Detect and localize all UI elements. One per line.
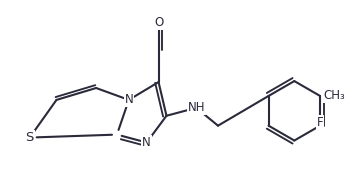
- Text: F: F: [317, 116, 324, 129]
- Text: CH₃: CH₃: [323, 90, 345, 102]
- Text: N: N: [125, 93, 133, 106]
- Text: O: O: [154, 16, 163, 29]
- Text: N: N: [142, 136, 151, 149]
- Text: S: S: [25, 131, 34, 144]
- Text: NH: NH: [187, 101, 205, 114]
